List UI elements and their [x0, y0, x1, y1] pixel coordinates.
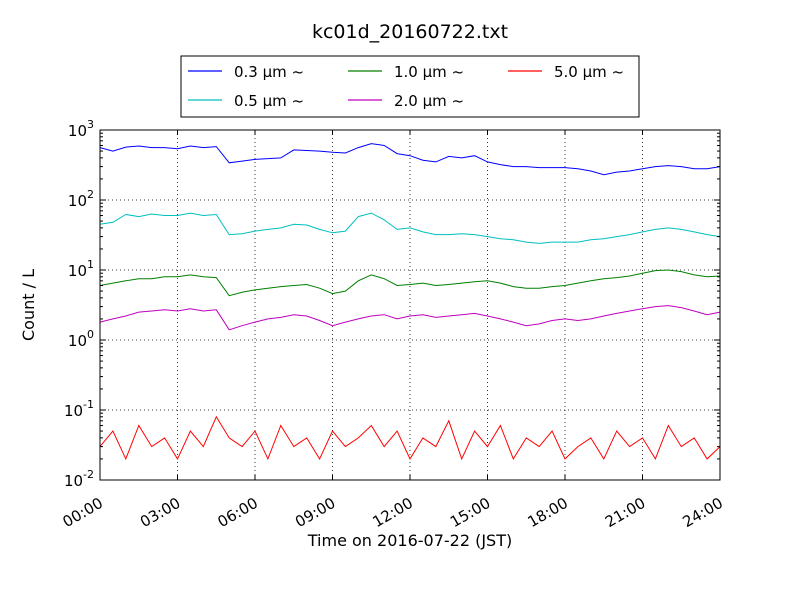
- legend-box: [180, 55, 640, 118]
- series-line-5: [99, 415, 721, 461]
- y-tick-label: 10-2: [64, 468, 94, 490]
- grid-lines: [100, 130, 720, 480]
- x-axis-label: Time on 2016-07-22 (JST): [307, 531, 512, 550]
- y-tick-label: 102: [68, 188, 94, 210]
- series-line-1: [99, 143, 721, 176]
- series-line-4: [99, 305, 721, 331]
- plot-area: [100, 130, 720, 480]
- series-line-3: [99, 269, 721, 297]
- y-tick-label: 103: [68, 118, 94, 140]
- series-line-2: [99, 212, 721, 244]
- chart-title: kc01d_20160722.txt: [312, 21, 508, 43]
- legend-label: 1.0 μm ~: [394, 63, 464, 81]
- legend: 0.3 μm ~ 0.5 μm ~ 1.0 μm ~ 2.0 μm ~ 5.0 μm ~: [180, 55, 640, 118]
- y-tick-label: 10-1: [64, 398, 94, 420]
- y-axis-label: Count / L: [19, 269, 38, 341]
- series-lines: [99, 143, 721, 461]
- y-tick-labels: 10-2 10-1 100 101 102 103: [64, 118, 94, 490]
- legend-label: 2.0 μm ~: [394, 92, 464, 110]
- y-tick-label: 101: [68, 258, 94, 280]
- axis-ticks: [99, 129, 721, 481]
- y-tick-label: 100: [68, 328, 94, 350]
- legend-label: 0.5 μm ~: [234, 92, 304, 110]
- legend-label: 5.0 μm ~: [554, 63, 624, 81]
- legend-label: 0.3 μm ~: [234, 63, 304, 81]
